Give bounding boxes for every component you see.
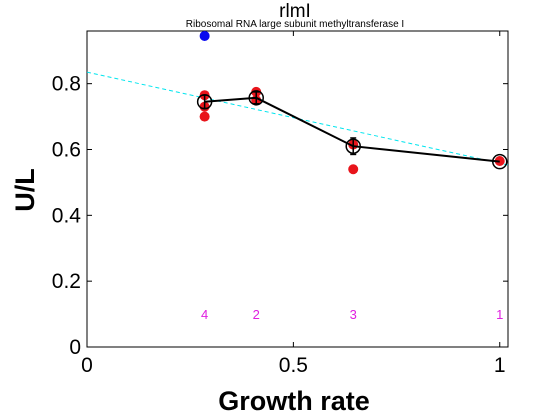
x-axis-label: Growth rate bbox=[218, 386, 370, 416]
mean-line bbox=[204, 96, 500, 163]
x-tick-label: 0 bbox=[81, 354, 93, 377]
replicate-point bbox=[199, 111, 210, 122]
x-tick-label: 0.5 bbox=[279, 354, 308, 377]
replicate-point bbox=[348, 164, 359, 175]
replicate-count-label: 2 bbox=[253, 307, 260, 322]
replicate-count-label: 4 bbox=[201, 307, 208, 322]
y-tick-label: 0.6 bbox=[52, 139, 81, 162]
mean-marker bbox=[248, 90, 264, 106]
x-tick-label: 1 bbox=[494, 354, 506, 377]
plot-frame bbox=[86, 30, 509, 348]
y-tick-label: 0 bbox=[69, 336, 81, 359]
outlier-point bbox=[199, 30, 210, 41]
mean-marker bbox=[345, 138, 361, 154]
mean-marker bbox=[491, 153, 508, 170]
replicate-count-label: 1 bbox=[496, 307, 503, 322]
mean-marker bbox=[196, 94, 213, 110]
y-tick-label: 0.2 bbox=[52, 270, 81, 293]
y-tick-label: 0.4 bbox=[52, 204, 82, 227]
y-axis-label: U/L bbox=[10, 168, 40, 212]
plot-layer: 0 0.5 1 0 0.2 0.4 0.6 0.8 4 2 3 1 bbox=[52, 30, 509, 377]
fit-line bbox=[86, 71, 509, 166]
replicate-count-label: 3 bbox=[350, 307, 357, 322]
y-tick-label: 0.8 bbox=[52, 73, 81, 96]
chart-subtitle: Ribosomal RNA large subunit methyltransf… bbox=[186, 19, 404, 30]
chart-title: rlmI bbox=[279, 1, 311, 22]
